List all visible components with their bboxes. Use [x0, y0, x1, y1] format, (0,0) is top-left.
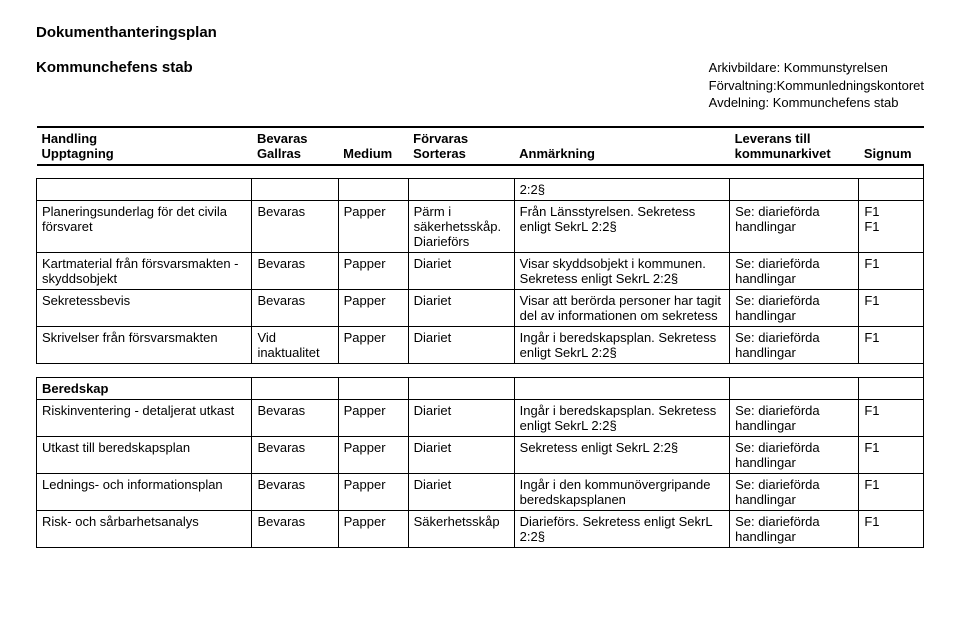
cell: F1 [859, 511, 924, 548]
col-header: Förvaras [413, 131, 509, 146]
col-header: Sorteras [413, 146, 509, 161]
cell: Se: diarieförda handlingar [730, 327, 859, 364]
cell: Säkerhetsskåp [408, 511, 514, 548]
table-row: SekretessbevisBevarasPapperDiarietVisar … [37, 290, 924, 327]
sub-title: Kommunchefens stab [36, 59, 193, 76]
cell: F1 [859, 290, 924, 327]
cell: Riskinventering - detaljerat utkast [37, 400, 252, 437]
cell: Diariet [408, 400, 514, 437]
cell: Papper [338, 327, 408, 364]
cell: Kartmaterial från försvarsmakten - skydd… [37, 253, 252, 290]
cell: Risk- och sårbarhetsanalys [37, 511, 252, 548]
table-row: 2:2§ [37, 179, 924, 201]
col-header: Handling [42, 131, 247, 146]
cell: Se: diarieförda handlingar [730, 290, 859, 327]
cell: Sekretessbevis [37, 290, 252, 327]
cell: Ingår i beredskapsplan. Sekretess enligt… [514, 400, 729, 437]
cell: Diariet [408, 474, 514, 511]
cell: Bevaras [252, 511, 338, 548]
cell: Se: diarieförda handlingar [730, 511, 859, 548]
cell: Papper [338, 201, 408, 253]
cell: F1 [859, 253, 924, 290]
col-header: Leverans till [735, 131, 854, 146]
col-header: Gallras [257, 146, 333, 161]
cell: Papper [338, 290, 408, 327]
doc-title: Dokumenthanteringsplan [36, 24, 924, 41]
col-header: kommunarkivet [735, 146, 854, 161]
table-row: Kartmaterial från försvarsmakten - skydd… [37, 253, 924, 290]
cell: Diarieförs. Sekretess enligt SekrL 2:2§ [514, 511, 729, 548]
cell: Se: diarieförda handlingar [730, 253, 859, 290]
plan-table: Handling Upptagning Bevaras Gallras Medi… [36, 126, 924, 549]
cell: F1 [859, 474, 924, 511]
col-header: Medium [343, 146, 403, 161]
archive-line: Avdelning: Kommunchefens stab [709, 94, 924, 112]
cell: Pärm i säkerhetsskåp. Diarieförs [408, 201, 514, 253]
cell: Diariet [408, 253, 514, 290]
table-row: Risk- och sårbarhetsanalysBevarasPapperS… [37, 511, 924, 548]
cell: F1 [859, 437, 924, 474]
table-row: Utkast till beredskapsplanBevarasPapperD… [37, 437, 924, 474]
cell: Vid inaktualitet [252, 327, 338, 364]
cell: Lednings- och informationsplan [37, 474, 252, 511]
cell [338, 179, 408, 201]
col-header: Upptagning [42, 146, 247, 161]
table-row: Skrivelser från försvarsmaktenVid inaktu… [37, 327, 924, 364]
table-header: Handling Upptagning Bevaras Gallras Medi… [37, 127, 924, 165]
cell [408, 179, 514, 201]
cell: Se: diarieförda handlingar [730, 437, 859, 474]
cell: Bevaras [252, 253, 338, 290]
table-row: Planeringsunderlag för det civila försva… [37, 201, 924, 253]
cell: Skrivelser från försvarsmakten [37, 327, 252, 364]
cell: Se: diarieförda handlingar [730, 400, 859, 437]
cell: Diariet [408, 290, 514, 327]
cell: Papper [338, 437, 408, 474]
archive-line: Förvaltning:Kommunledningskontoret [709, 77, 924, 95]
cell: Se: diarieförda handlingar [730, 474, 859, 511]
archive-info: Arkivbildare: Kommunstyrelsen Förvaltnin… [709, 59, 924, 112]
archive-line: Arkivbildare: Kommunstyrelsen [709, 59, 924, 77]
section-label: Beredskap [37, 378, 252, 400]
cell: Se: diarieförda handlingar [730, 201, 859, 253]
table-row: Riskinventering - detaljerat utkastBevar… [37, 400, 924, 437]
cell: Från Länsstyrelsen. Sekretess enligt Sek… [514, 201, 729, 253]
col-header: Anmärkning [519, 146, 724, 161]
col-header: Signum [864, 146, 919, 161]
cell: F1 [859, 327, 924, 364]
cell: Planeringsunderlag för det civila försva… [37, 201, 252, 253]
cell: Papper [338, 474, 408, 511]
cell: Sekretess enligt SekrL 2:2§ [514, 437, 729, 474]
cell: Bevaras [252, 474, 338, 511]
cell: Ingår i den kommunövergripande beredskap… [514, 474, 729, 511]
cell: Bevaras [252, 437, 338, 474]
col-header: Bevaras [257, 131, 333, 146]
cell [730, 179, 859, 201]
cell: Utkast till beredskapsplan [37, 437, 252, 474]
section-row: Beredskap [37, 378, 924, 400]
table-row: Lednings- och informationsplanBevarasPap… [37, 474, 924, 511]
cell: Papper [338, 253, 408, 290]
cell [252, 179, 338, 201]
cell [37, 179, 252, 201]
cell: F1 F1 [859, 201, 924, 253]
cell: Papper [338, 511, 408, 548]
cell: Diariet [408, 327, 514, 364]
cell [859, 179, 924, 201]
cell: Visar skyddsobjekt i kommunen. Sekretess… [514, 253, 729, 290]
cell: Diariet [408, 437, 514, 474]
header-row: Kommunchefens stab Arkivbildare: Kommuns… [36, 59, 924, 112]
cell: Bevaras [252, 201, 338, 253]
cell: Ingår i beredskapsplan. Sekretess enligt… [514, 327, 729, 364]
cell: F1 [859, 400, 924, 437]
cell: Papper [338, 400, 408, 437]
cell: 2:2§ [514, 179, 729, 201]
cell: Bevaras [252, 400, 338, 437]
cell: Bevaras [252, 290, 338, 327]
cell: Visar att berörda personer har tagit del… [514, 290, 729, 327]
